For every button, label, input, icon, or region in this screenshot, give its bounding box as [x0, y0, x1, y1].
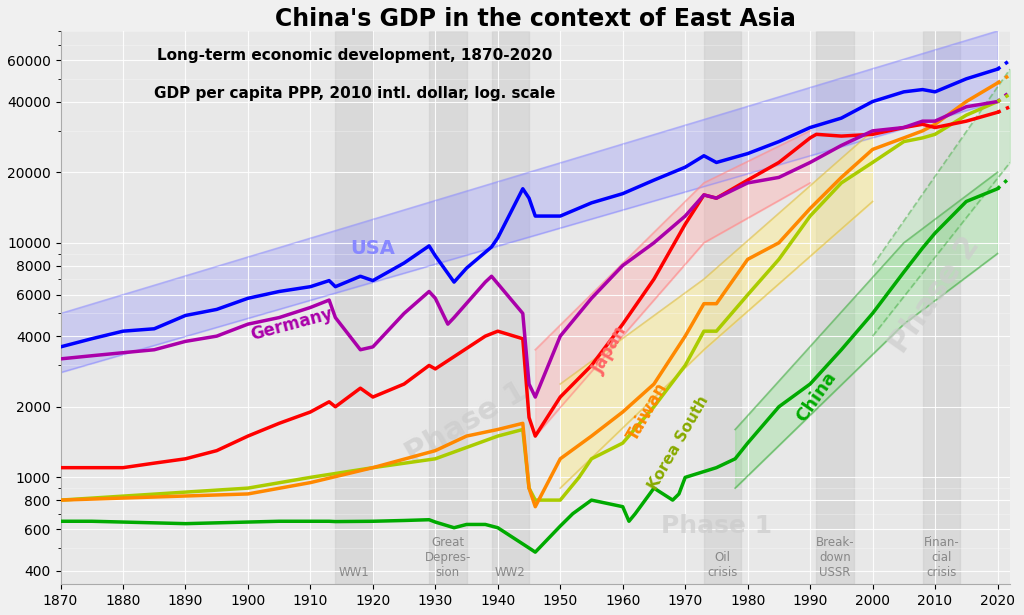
Text: WW1: WW1 — [339, 566, 370, 579]
Bar — [336, 31, 373, 584]
Text: Taiwan: Taiwan — [624, 379, 672, 444]
Text: Phase 2: Phase 2 — [885, 231, 986, 359]
Text: Long-term economic development, 1870-2020: Long-term economic development, 1870-202… — [158, 47, 553, 63]
Bar — [703, 31, 741, 584]
Text: Great
Depres-
sion: Great Depres- sion — [425, 536, 471, 579]
Text: Oil
crisis: Oil crisis — [708, 550, 738, 579]
Bar — [923, 31, 961, 584]
Text: Germany: Germany — [249, 304, 335, 344]
Text: Finan-
cial
crisis: Finan- cial crisis — [924, 536, 959, 579]
Text: Phase 1: Phase 1 — [400, 377, 532, 470]
Title: China's GDP in the context of East Asia: China's GDP in the context of East Asia — [274, 7, 796, 31]
Bar — [429, 31, 467, 584]
Bar — [492, 31, 529, 584]
Text: Korea South: Korea South — [646, 394, 712, 493]
Text: Japan: Japan — [590, 323, 631, 377]
Text: China: China — [793, 368, 840, 426]
Text: GDP per capita PPP, 2010 intl. dollar, log. scale: GDP per capita PPP, 2010 intl. dollar, l… — [155, 86, 556, 101]
Text: Phase 1: Phase 1 — [660, 514, 772, 538]
Bar — [816, 31, 854, 584]
Text: USA: USA — [350, 239, 395, 258]
Text: WW2: WW2 — [495, 566, 525, 579]
Text: Break-
down
USSR: Break- down USSR — [816, 536, 854, 579]
